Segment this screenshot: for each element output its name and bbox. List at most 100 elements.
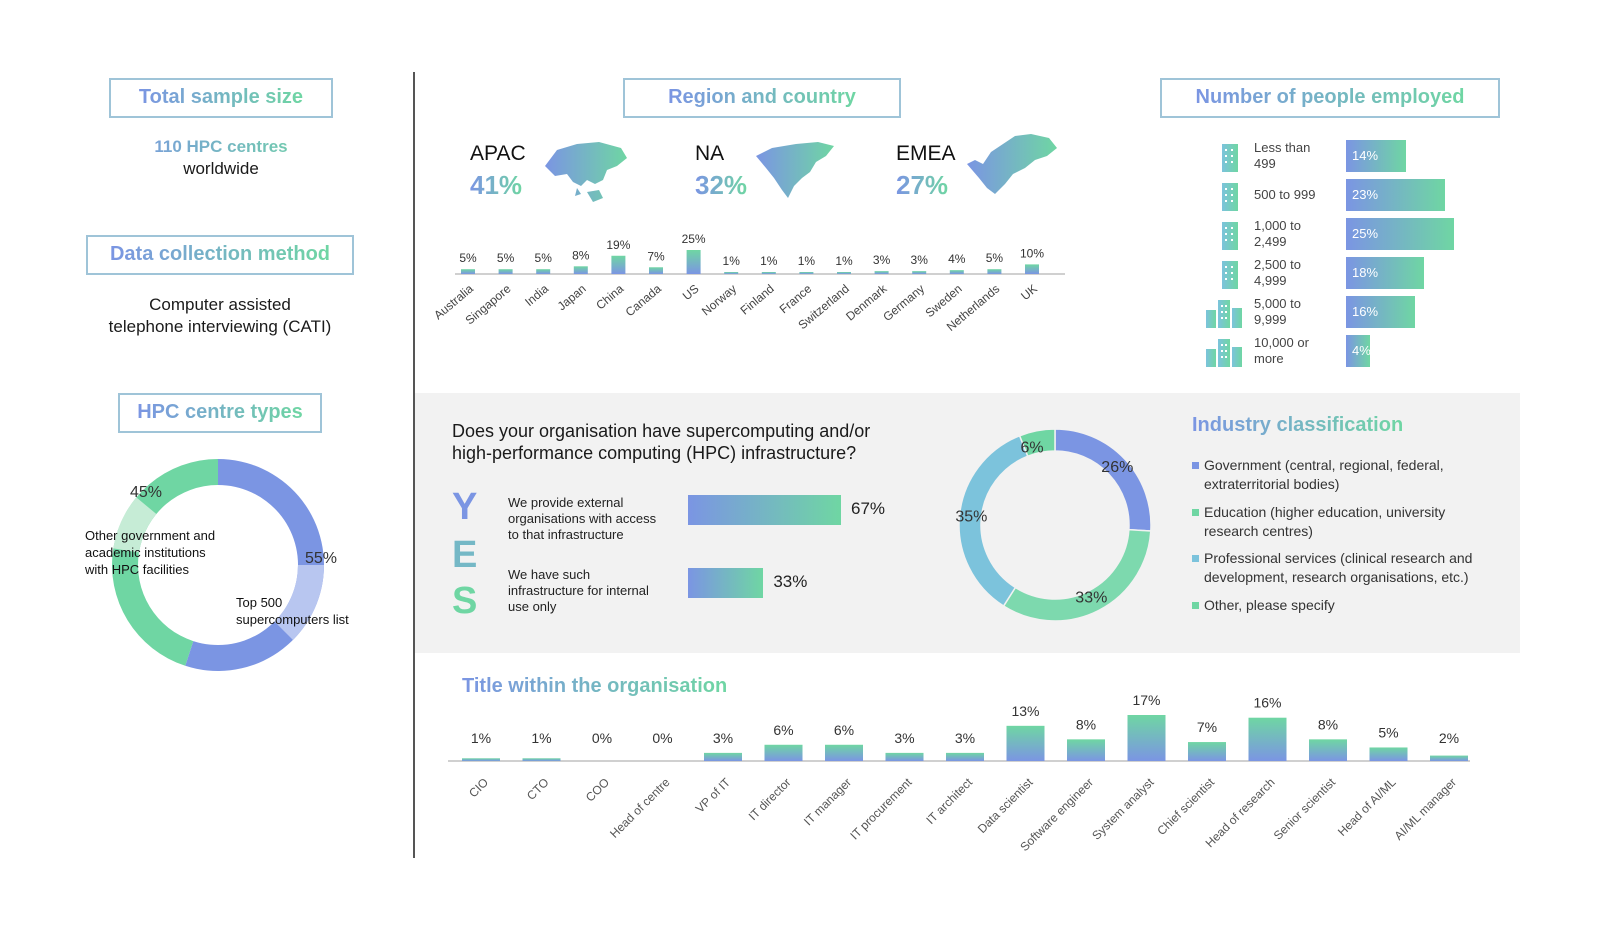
title-org-tick-label: Chief scientist: [1154, 775, 1217, 838]
title-org-value-label: 8%: [1076, 716, 1096, 732]
method-title-box: Data collection method: [86, 235, 354, 275]
title-org-bar: [946, 752, 984, 761]
title-org-tick-label: System analyst: [1089, 775, 1157, 843]
title-org-tick-label: Head of centre: [607, 775, 673, 841]
hpc-question: Does your organisation have supercomputi…: [452, 420, 912, 464]
country-value-label: 1%: [760, 254, 778, 268]
industry-slice-3: [1018, 428, 1056, 458]
title-org-value-label: 17%: [1132, 692, 1160, 708]
country-value-label: 1%: [723, 254, 741, 268]
title-org-bar: [462, 758, 500, 761]
centre-other-label-3: with HPC facilities: [85, 562, 190, 577]
region-apac-name: APAC: [470, 142, 526, 165]
country-tick-label: China: [593, 281, 626, 312]
title-org-tick-label: COO: [583, 775, 612, 804]
employed-row-label-1: 500 to 999: [1254, 187, 1316, 202]
employed-row-value: 25%: [1352, 226, 1379, 241]
centre-value-label-0: 55%: [305, 550, 337, 567]
country-tick-label: UK: [1018, 282, 1040, 303]
answer-internal-label-1: We have such: [508, 567, 591, 582]
vertical-divider: [413, 72, 415, 858]
industry-value-label-0: 26%: [1101, 459, 1133, 476]
title-org-value-label: 1%: [471, 730, 491, 746]
sample-sub: worldwide: [183, 159, 259, 178]
title-org-tick-label: CTO: [524, 775, 552, 803]
method-text: Computer assisted telephone interviewing…: [60, 294, 380, 338]
title-org-bar: [1248, 717, 1287, 761]
title-org-bar: [522, 758, 561, 761]
title-org-bar: [1309, 739, 1347, 761]
country-value-label: 1%: [798, 254, 816, 268]
employed-title: Number of people employed: [1195, 86, 1465, 108]
yes-letter-s: S: [452, 580, 478, 622]
region-title: Region and country: [668, 86, 856, 108]
industry-value-label-3: 6%: [1020, 439, 1043, 456]
employed-row-label-2: 499: [1254, 156, 1276, 171]
industry-value-label-1: 33%: [1075, 589, 1107, 606]
industry-legend-line-2: development, research organisations, etc…: [1204, 569, 1469, 585]
employed-row-value: 4%: [1352, 343, 1371, 358]
employed-row-label-2: 9,999: [1254, 312, 1287, 327]
industry-legend-line-1: Education (higher education, university: [1204, 504, 1446, 520]
answer-external-bar: [688, 495, 841, 525]
country-value-label: 4%: [948, 252, 966, 266]
answer-external-label: We provide external organisations with a…: [508, 495, 678, 543]
employed-row-label-2: more: [1254, 351, 1284, 366]
employed-row-bar: 14%: [1346, 140, 1407, 172]
centre-top-label: Top 500 supercomputers list: [236, 594, 349, 628]
title-org-value-label: 5%: [1378, 724, 1398, 740]
title-org-bar: [1067, 739, 1105, 761]
country-bar-singapore: [498, 269, 513, 274]
country-tick-label: US: [680, 282, 702, 303]
answer-internal-value: 33%: [773, 572, 808, 591]
title-org-value-label: 0%: [652, 730, 672, 746]
title-org-value-label: 1%: [531, 730, 551, 746]
europe-map-icon: [967, 134, 1057, 194]
country-value-label: 5%: [986, 251, 1004, 265]
employed-row-label-1: 1,000 to: [1254, 218, 1301, 233]
building-complex-icon: [1206, 339, 1242, 367]
employed-row-bar: 16%: [1346, 296, 1416, 328]
title-org-tick-label: Head of AI/ML: [1335, 775, 1399, 839]
employed-row-label: 1,000 to 2,499: [1254, 218, 1344, 250]
country-bar-australia: [461, 269, 475, 274]
title-org-value-label: 3%: [713, 730, 733, 746]
country-bar-us: [686, 250, 701, 274]
industry-donut-chart: 26% 33% 35% 6%: [955, 428, 1152, 622]
method-line1: Computer assisted: [149, 295, 291, 314]
title-org-tick-label: Data scientist: [975, 775, 1036, 836]
centre-types-title-box: HPC centre types: [118, 393, 322, 433]
industry-legend-line-1: Government (central, regional, federal,: [1204, 457, 1444, 473]
employed-row-value: 14%: [1352, 148, 1379, 163]
country-bar-netherlands: [987, 269, 1002, 274]
title-org-value-label: 6%: [773, 722, 793, 738]
country-bar-france: [799, 272, 814, 274]
title-org-tick-label: VP of IT: [693, 775, 734, 816]
answer-external-value: 67%: [851, 499, 886, 518]
employed-row-label: 2,500 to 4,999: [1254, 257, 1344, 289]
country-bar-chart: 5%Australia5%Singapore5%India8%Japan19%C…: [431, 232, 1065, 334]
region-na-name: NA: [695, 142, 725, 165]
employed-row-label-1: 10,000 or: [1254, 335, 1309, 350]
industry-legend-line-1: Other, please specify: [1204, 597, 1335, 613]
asia-map-icon: [545, 142, 627, 202]
country-bar-norway: [724, 272, 739, 274]
country-bar-germany: [912, 271, 927, 274]
title-org-value-label: 2%: [1439, 730, 1459, 746]
industry-legend-line-2: research centres): [1204, 523, 1313, 539]
title-org-tick-label: IT architect: [923, 775, 975, 827]
answer-external-label-2: organisations with access: [508, 511, 657, 526]
employed-row-bar: 4%: [1346, 335, 1371, 367]
title-org-bar: [1006, 725, 1045, 761]
legend-swatch: [1192, 555, 1199, 562]
employed-row-value: 18%: [1352, 265, 1379, 280]
country-bar-sweden: [949, 270, 964, 274]
legend-swatch: [1192, 509, 1199, 516]
centre-other-label: Other government and academic institutio…: [85, 527, 215, 578]
title-org-heading: Title within the organisation: [462, 675, 728, 697]
centre-top-label-2: supercomputers list: [236, 612, 349, 627]
region-emea-pct: 27%: [896, 170, 949, 200]
answer-internal-bar: [688, 568, 764, 598]
centre-other-label-2: academic institutions: [85, 545, 206, 560]
title-org-value-label: 0%: [592, 730, 612, 746]
